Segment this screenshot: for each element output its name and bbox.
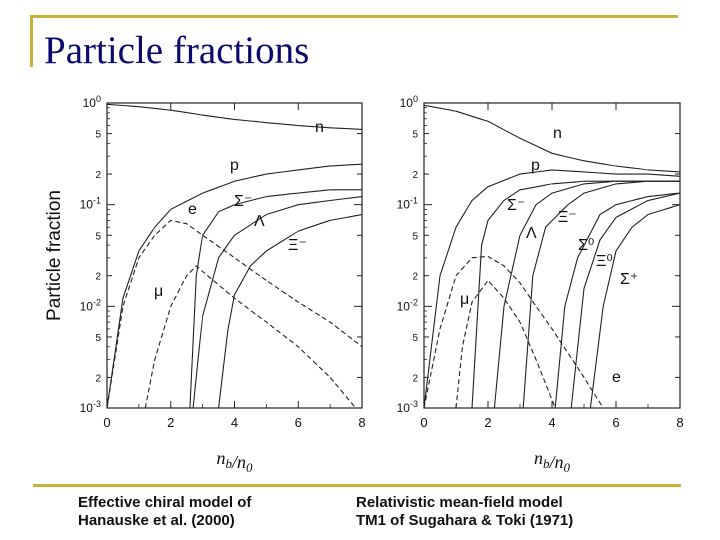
chart-0-y-tick-label: 5	[95, 130, 101, 141]
chart-1-x-tick-label: 0	[420, 415, 427, 430]
chart-1-series-label: n	[553, 125, 562, 142]
chart-1-y-tick-label: 5	[412, 130, 418, 141]
chart-1-series-line	[423, 104, 681, 173]
chart-1-y-tick-label: 5	[412, 333, 418, 344]
chart-1-x-axis-title: nb/n0	[534, 448, 571, 475]
chart-1-series-label: Σ⁰	[578, 237, 594, 254]
chart-0-series-line	[144, 265, 357, 409]
chart-0-x-tick-label: 4	[231, 415, 238, 430]
chart-1-series-label: Ξ⁰	[596, 253, 613, 270]
chart-1-y-tick-label: 5	[412, 231, 418, 242]
chart-1-frame	[423, 102, 681, 409]
chart-1-y-tick-label: 10-1	[397, 196, 418, 212]
chart-1-y-tick-label: 2	[412, 272, 418, 283]
chart-0-series-line	[189, 189, 363, 409]
chart-0-frame	[106, 102, 363, 409]
chart-1-series-label: e	[612, 369, 621, 386]
chart-1-series-line	[589, 204, 681, 409]
chart-0-y-tick-label: 10-1	[80, 196, 101, 212]
chart-0-series-line	[106, 103, 363, 130]
caption-right-line-2: TM1 of Sugahara & Toki (1971)	[356, 512, 574, 529]
caption-left-line-2: Hanauske et al. (2000)	[78, 512, 235, 529]
chart-0-series-line	[192, 196, 363, 409]
chart-1-series-label: Λ	[526, 225, 537, 242]
chart-1-series-line	[455, 279, 556, 409]
chart-0-series-label: μ	[154, 283, 163, 300]
chart-0-series-label: Λ	[254, 213, 265, 230]
chart-0-series-label: p	[230, 157, 239, 174]
frame-top-bar	[30, 15, 678, 18]
chart-1-series-line	[423, 169, 681, 409]
chart-0-series-label: e	[188, 201, 197, 218]
chart-1-y-tick-label: 2	[412, 170, 418, 181]
chart-1-series-label: Σ⁻	[507, 197, 525, 214]
frame-left-bar	[30, 15, 33, 67]
chart-0-series-line	[106, 163, 363, 409]
chart-0-y-tick-label: 2	[95, 272, 101, 283]
chart-0-y-axis-title: Particle fraction	[44, 190, 65, 321]
slide-title: Particle fractions	[44, 29, 310, 72]
chart-1-series-line	[570, 192, 681, 409]
chart-1-series-line	[493, 180, 680, 409]
chart-0-y-tick-label: 5	[95, 333, 101, 344]
chart-0-y-tick-label: 5	[95, 231, 101, 242]
chart-0-series-line	[218, 213, 363, 409]
chart-1-x-tick-label: 8	[676, 415, 683, 430]
chart-0-y-tick-label: 10-3	[80, 399, 101, 415]
chart-0-x-axis-title: nb/n0	[216, 448, 253, 475]
chart-1-series-label: Σ⁺	[620, 271, 638, 288]
chart-1-y-tick-label: 2	[412, 373, 418, 384]
chart-0-x-tick-label: 0	[103, 415, 110, 430]
chart-1-series-line	[423, 255, 604, 409]
chart-0-series-label: Σ⁻	[234, 193, 252, 210]
chart-0-series-label: Ξ⁻	[288, 237, 307, 254]
chart-1-series-label: μ	[460, 291, 469, 308]
chart-1-y-tick-label: 100	[400, 94, 418, 110]
chart-0-y-tick-label: 2	[95, 170, 101, 181]
caption-left: Effective chiral model of Hanauske et al…	[78, 494, 338, 530]
chart-1-x-tick-label: 2	[484, 415, 491, 430]
chart-0-y-tick-label: 100	[83, 94, 101, 110]
chart-1-x-tick-label: 4	[548, 415, 555, 430]
chart-0-x-tick-label: 6	[295, 415, 302, 430]
caption-right-line-1: Relativistic mean-field model	[356, 494, 563, 511]
chart-0-series-label: n	[315, 119, 324, 136]
chart-0-series-line	[106, 219, 363, 409]
chart-0-x-tick-label: 8	[358, 415, 365, 430]
chart-1-series-label: Ξ⁻	[558, 209, 577, 226]
chart-1-x-tick-label: 6	[612, 415, 619, 430]
frame-bottom-bar	[33, 484, 681, 487]
chart-0-y-tick-label: 10-2	[80, 297, 101, 313]
chart-1-series-label: p	[531, 157, 540, 174]
chart-0-x-tick-label: 2	[167, 415, 174, 430]
chart-1-y-tick-label: 10-2	[397, 297, 418, 313]
caption-left-line-1: Effective chiral model of	[78, 494, 252, 511]
chart-0-y-tick-label: 2	[95, 373, 101, 384]
caption-right: Relativistic mean-field model TM1 of Sug…	[356, 494, 656, 530]
chart-1-y-tick-label: 10-3	[397, 399, 418, 415]
chart-1-series-line	[554, 192, 681, 409]
chart-1-series-line	[522, 180, 680, 409]
